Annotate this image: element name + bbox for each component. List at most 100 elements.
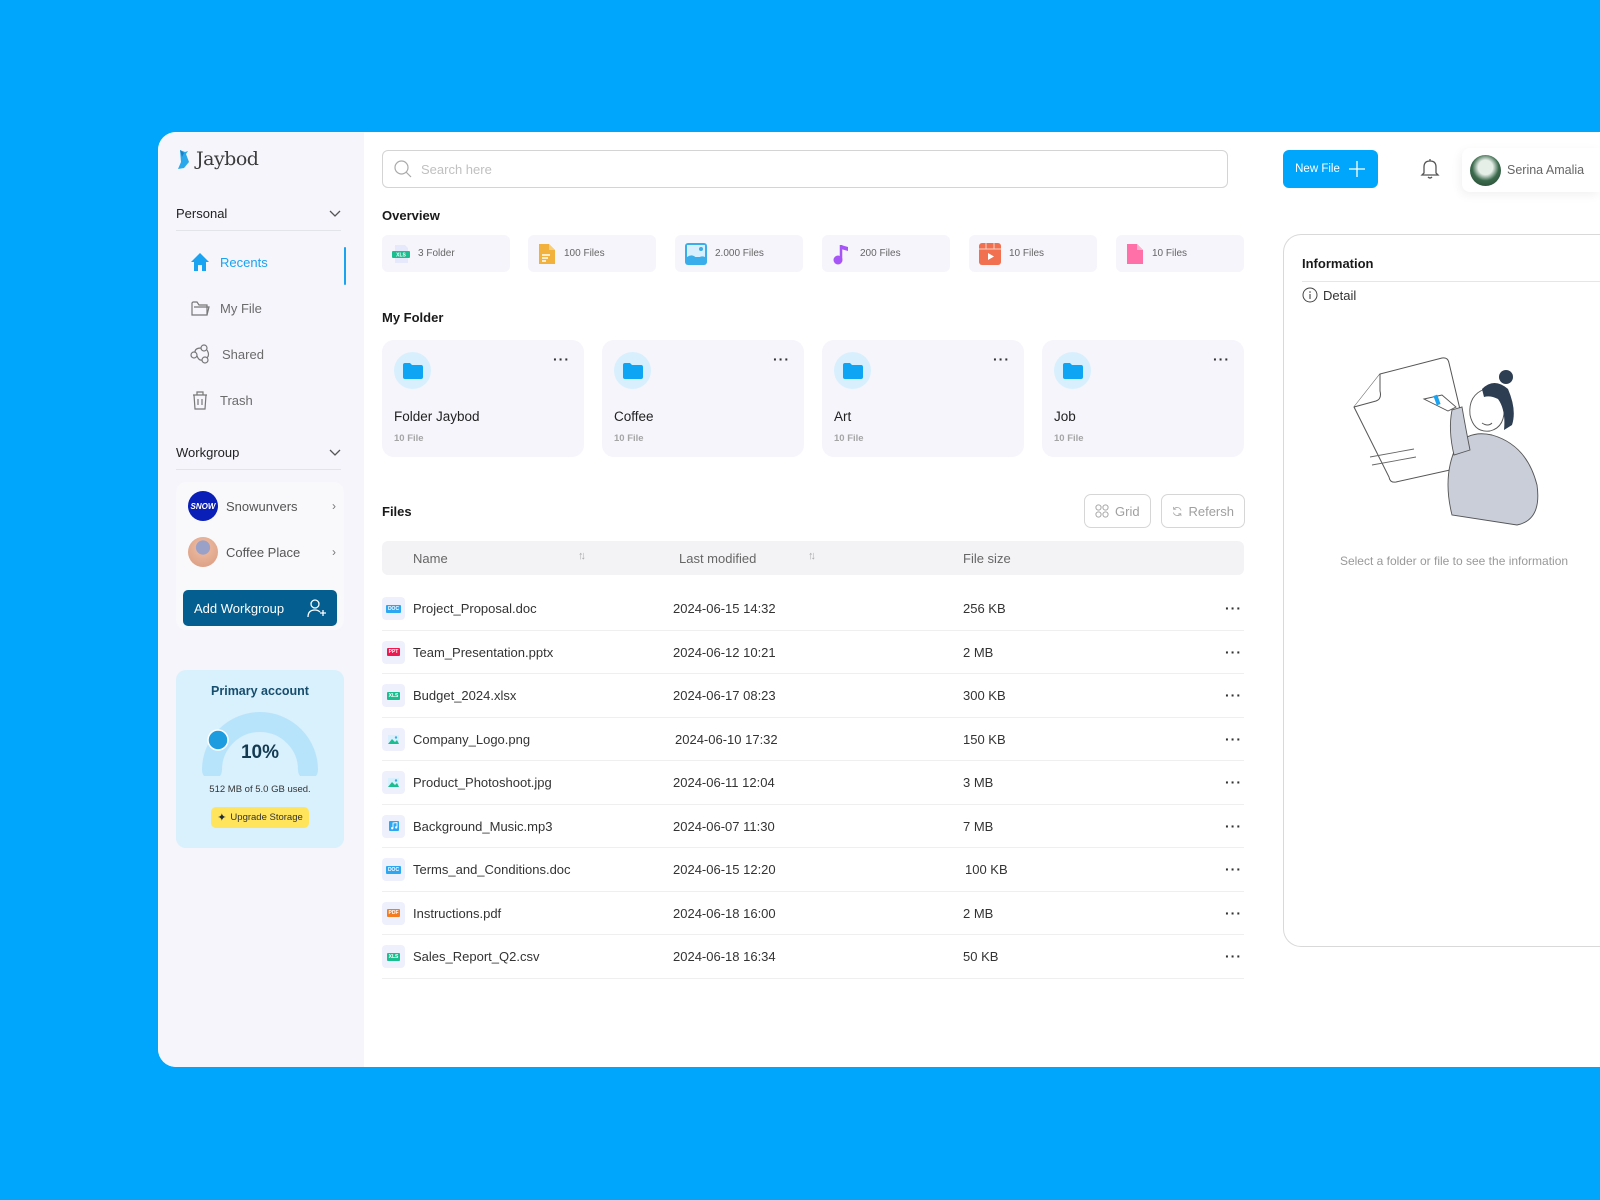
more-options-icon[interactable]: ··· xyxy=(1213,351,1230,367)
overview-count: 10 Files xyxy=(1152,248,1188,259)
overview-card-other-files[interactable]: 10 Files xyxy=(1116,235,1244,272)
sidebar-item-trash[interactable]: Trash xyxy=(190,388,253,412)
column-name[interactable]: Name xyxy=(413,550,448,566)
table-row[interactable]: Product_Photoshoot.jpg 2024-06-11 12:04 … xyxy=(382,761,1244,805)
storage-title: Primary account xyxy=(211,684,309,698)
column-last-modified[interactable]: Last modified xyxy=(679,550,757,566)
table-row[interactable]: PDF Instructions.pdf 2024-06-18 16:00 2 … xyxy=(382,892,1244,935)
table-row[interactable]: XLS Sales_Report_Q2.csv 2024-06-18 16:34… xyxy=(382,935,1244,979)
workgroup-name: Snowunvers xyxy=(226,498,298,514)
file-size: 256 KB xyxy=(963,601,1006,616)
overview-card-videos[interactable]: 10 Files xyxy=(969,235,1097,272)
sidebar-item-shared[interactable]: Shared xyxy=(190,342,264,366)
more-options-icon[interactable]: ··· xyxy=(1225,643,1242,660)
sidebar-item-label: My File xyxy=(220,300,262,316)
sidebar-item-my-file[interactable]: My File xyxy=(190,296,262,320)
more-options-icon[interactable]: ··· xyxy=(1225,600,1242,616)
search-bar[interactable] xyxy=(382,150,1228,188)
information-title: Information xyxy=(1302,256,1374,271)
sort-icon[interactable]: ↑↓ xyxy=(808,550,816,562)
upgrade-storage-button[interactable]: ✦ Upgrade Storage xyxy=(211,807,309,828)
sort-icon[interactable]: ↑↓ xyxy=(578,550,586,562)
image-icon xyxy=(685,242,707,265)
file-modified: 2024-06-15 12:20 xyxy=(673,862,776,877)
file-modified: 2024-06-17 08:23 xyxy=(673,688,776,703)
overview-title: Overview xyxy=(382,208,440,223)
sidebar-item-recents[interactable]: Recents xyxy=(190,250,268,274)
more-options-icon[interactable]: ··· xyxy=(1225,730,1242,747)
file-size: 2 MB xyxy=(963,644,994,660)
workgroup-list: SNOW Snowunvers › Coffee Place › Add Wor… xyxy=(176,482,344,630)
file-size: 2 MB xyxy=(963,905,994,921)
table-row[interactable]: XLS Budget_2024.xlsx 2024-06-17 08:23 30… xyxy=(382,674,1244,718)
home-icon xyxy=(191,253,209,271)
logo[interactable]: Jaybod xyxy=(176,148,259,170)
file-size: 150 KB xyxy=(963,731,1006,747)
workgroup-item-coffee-place[interactable]: Coffee Place › xyxy=(188,537,336,567)
bird-logo-icon xyxy=(178,150,189,169)
file-size: 300 KB xyxy=(963,688,1006,703)
file-size: 100 KB xyxy=(965,862,1008,877)
xls-icon: XLS xyxy=(392,244,410,263)
notification-button[interactable] xyxy=(1420,158,1440,185)
xls-file-icon: XLS xyxy=(382,945,405,968)
search-icon xyxy=(394,160,412,178)
search-input[interactable] xyxy=(421,161,1172,177)
more-options-icon[interactable]: ··· xyxy=(1225,774,1242,790)
table-row[interactable]: PPT Team_Presentation.pptx 2024-06-12 10… xyxy=(382,631,1244,674)
workgroup-section-toggle[interactable]: Workgroup xyxy=(176,445,341,470)
plus-icon xyxy=(1348,161,1365,177)
overview-card-documents[interactable]: 100 Files xyxy=(528,235,656,272)
add-user-icon xyxy=(307,599,326,618)
overview-card-spreadsheets[interactable]: XLS 3 Folder xyxy=(382,235,510,272)
folder-card[interactable]: ··· Job 10 File xyxy=(1042,340,1244,457)
user-profile[interactable]: Serina Amalia xyxy=(1462,148,1600,192)
chevron-right-icon: › xyxy=(332,545,336,559)
information-panel: Information Detail Select a folder or fi… xyxy=(1283,234,1600,947)
doc-file-icon: DOC xyxy=(382,858,405,881)
overview-card-music[interactable]: 200 Files xyxy=(822,235,950,272)
folder-icon xyxy=(394,352,431,389)
folder-icon xyxy=(191,301,210,316)
add-workgroup-button[interactable]: Add Workgroup xyxy=(183,590,337,626)
table-row[interactable]: Company_Logo.png 2024-06-10 17:32 150 KB… xyxy=(382,718,1244,761)
folder-card[interactable]: ··· Coffee 10 File xyxy=(602,340,804,457)
more-options-icon[interactable]: ··· xyxy=(773,351,790,367)
refresh-button[interactable]: Refersh xyxy=(1161,494,1245,528)
more-options-icon[interactable]: ··· xyxy=(1225,904,1242,921)
file-modified: 2024-06-07 11:30 xyxy=(673,818,775,834)
file-modified: 2024-06-11 12:04 xyxy=(673,775,775,790)
new-file-button[interactable]: New File xyxy=(1283,150,1378,188)
music-file-icon xyxy=(382,814,405,838)
more-options-icon[interactable]: ··· xyxy=(1225,948,1242,964)
overview-count: 10 Files xyxy=(1009,248,1045,259)
folder-card[interactable]: ··· Folder Jaybod 10 File xyxy=(382,340,584,457)
more-options-icon[interactable]: ··· xyxy=(993,351,1010,367)
table-row[interactable]: DOC Project_Proposal.doc 2024-06-15 14:3… xyxy=(382,587,1244,631)
workgroup-item-snowunvers[interactable]: SNOW Snowunvers › xyxy=(188,491,336,521)
table-row[interactable]: Background_Music.mp3 2024-06-07 11:30 7 … xyxy=(382,805,1244,848)
detail-tab[interactable]: Detail xyxy=(1302,287,1356,303)
grid-view-button[interactable]: Grid xyxy=(1084,494,1151,528)
file-modified: 2024-06-10 17:32 xyxy=(675,731,778,747)
more-options-icon[interactable]: ··· xyxy=(1225,861,1242,877)
empty-state-message: Select a folder or file to see the infor… xyxy=(1339,554,1569,568)
file-modified: 2024-06-18 16:34 xyxy=(673,949,776,964)
folder-card[interactable]: ··· Art 10 File xyxy=(822,340,1024,457)
more-options-icon[interactable]: ··· xyxy=(553,351,570,367)
files-table-header: Name ↑↓ Last modified ↑↓ File size xyxy=(382,541,1244,575)
file-modified: 2024-06-12 10:21 xyxy=(673,644,776,660)
chevron-right-icon: › xyxy=(332,499,336,513)
files-title: Files xyxy=(382,504,412,519)
more-options-icon[interactable]: ··· xyxy=(1225,817,1242,834)
folder-name: Job xyxy=(1054,409,1076,424)
table-row[interactable]: DOC Terms_and_Conditions.doc 2024-06-15 … xyxy=(382,848,1244,892)
personal-section-toggle[interactable]: Personal xyxy=(176,206,341,231)
overview-count: 100 Files xyxy=(564,248,605,259)
workgroup-avatar xyxy=(188,537,218,567)
sparkle-icon: ✦ xyxy=(217,812,227,824)
more-options-icon[interactable]: ··· xyxy=(1225,687,1242,703)
add-workgroup-label: Add Workgroup xyxy=(194,600,285,616)
refresh-label: Refersh xyxy=(1188,503,1234,519)
overview-card-images[interactable]: 2.000 Files xyxy=(675,235,803,272)
